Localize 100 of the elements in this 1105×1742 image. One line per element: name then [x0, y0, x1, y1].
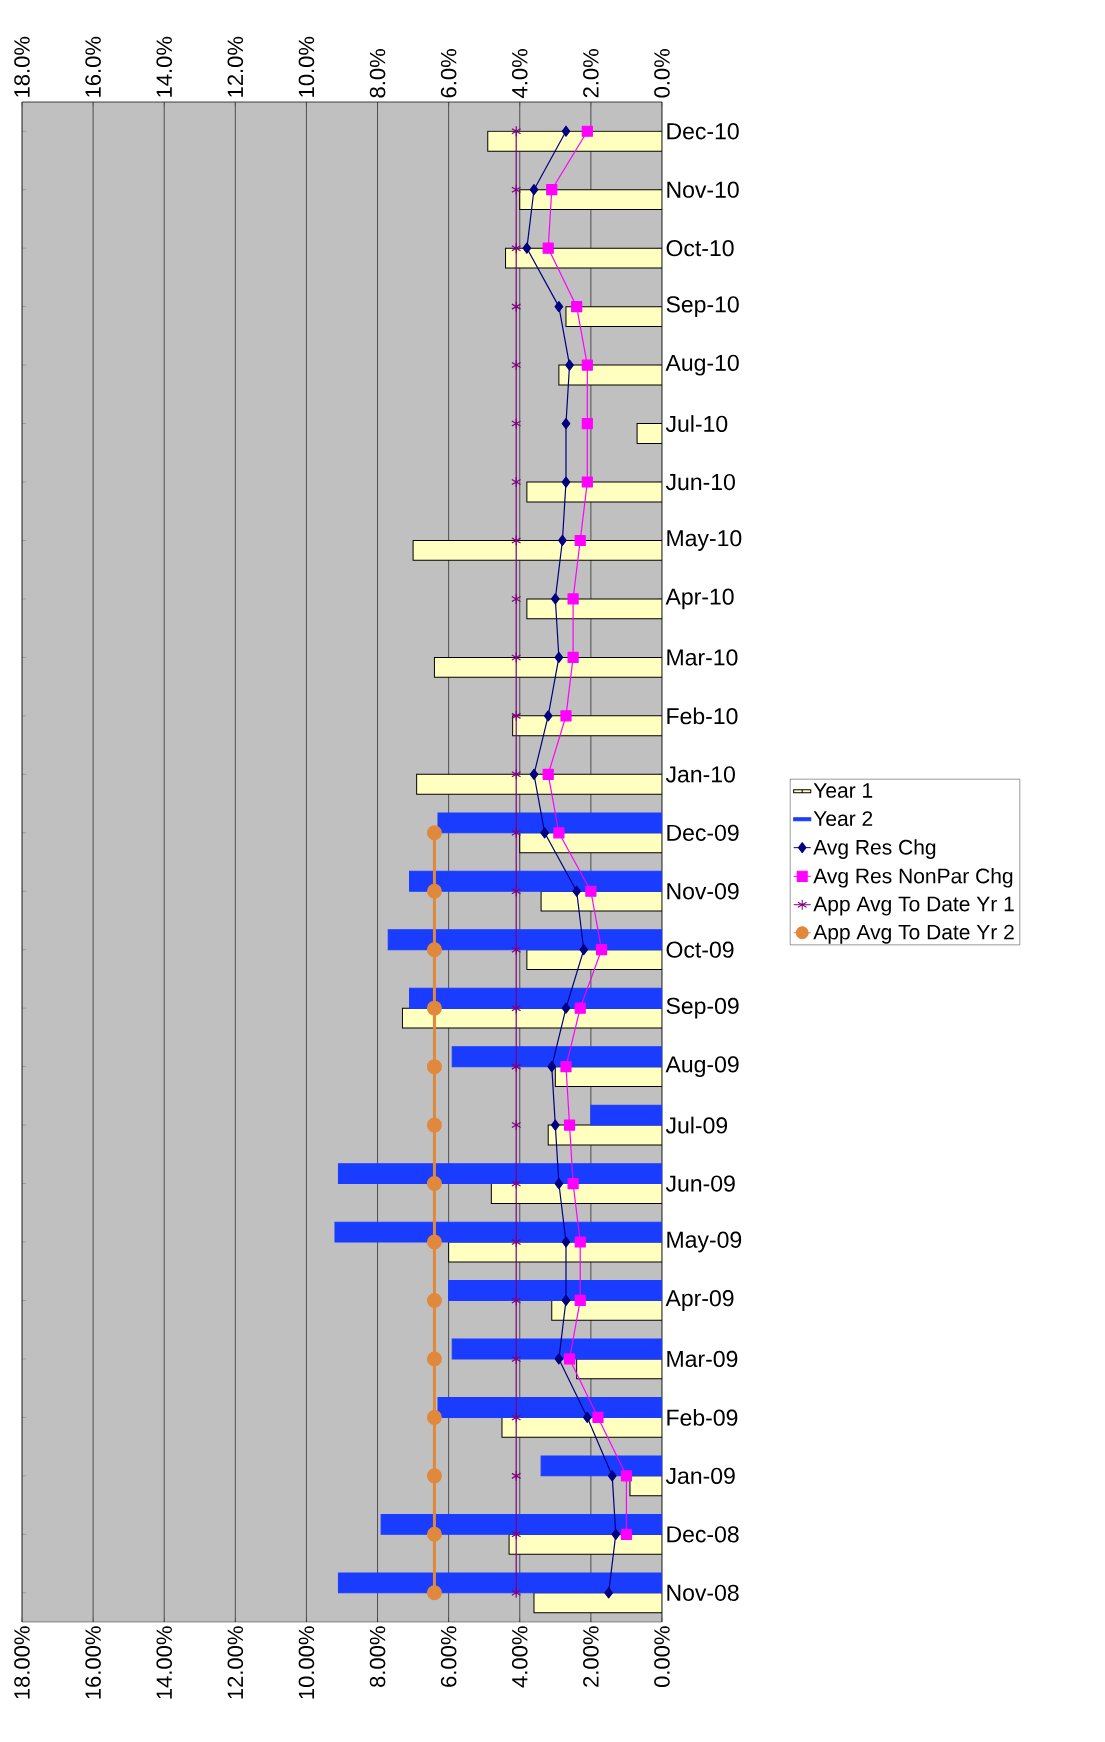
legend-label: App Avg To Date Yr 2 — [813, 924, 1014, 944]
y-tick-label: May-10 — [667, 530, 742, 551]
y-tick-label: Nov-10 — [667, 181, 739, 198]
point — [426, 1351, 442, 1367]
x-tick-label: 14.00% — [156, 1626, 173, 1699]
x2-tick-label: 12.0% — [227, 36, 244, 97]
x-tick-label: 2.00% — [583, 1626, 599, 1687]
point — [620, 1528, 633, 1540]
point — [543, 710, 553, 722]
x-tick-label: 6.00% — [440, 1626, 457, 1687]
point — [574, 1002, 586, 1014]
point — [620, 1470, 633, 1482]
point — [426, 1000, 442, 1016]
point — [540, 827, 550, 839]
point — [561, 1294, 571, 1307]
point — [563, 1353, 576, 1365]
x2-tick-label: 0.0% — [654, 49, 670, 98]
point — [581, 476, 593, 488]
point — [604, 1587, 614, 1599]
x-tick-label: 10.00% — [298, 1626, 315, 1699]
y-tick-label: Apr-09 — [665, 1290, 734, 1311]
x2-tick-label: 8.0% — [369, 49, 386, 98]
y-tick-label: Jan-10 — [665, 766, 735, 783]
point — [511, 184, 522, 196]
point — [511, 1119, 522, 1131]
point — [511, 534, 522, 547]
point — [574, 1236, 586, 1248]
point — [529, 184, 539, 196]
y-tick-label: Mar-09 — [667, 1350, 738, 1368]
y-tick-label: Jan-09 — [665, 1467, 735, 1484]
bar — [554, 1066, 662, 1088]
x2-tick-label: 6.0% — [440, 49, 457, 98]
y-tick-label: Jun-10 — [665, 473, 735, 491]
point — [560, 1061, 572, 1073]
y-tick-label: Jul-10 — [665, 415, 728, 432]
point — [426, 1526, 442, 1542]
point — [511, 301, 522, 313]
point — [426, 1292, 442, 1308]
point — [511, 885, 522, 897]
point — [511, 768, 522, 780]
point — [554, 1353, 564, 1365]
y-tick-label: Dec-09 — [667, 824, 739, 841]
y-tick-label: Oct-10 — [666, 240, 734, 257]
point — [426, 825, 442, 841]
y-tick-label: Feb-10 — [667, 707, 738, 725]
y-tick-label: Aug-09 — [665, 1056, 739, 1078]
point — [511, 593, 522, 605]
point — [511, 1177, 522, 1190]
point — [561, 417, 571, 430]
point — [511, 417, 522, 430]
point — [511, 476, 522, 488]
x-tick-label: 18.00% — [14, 1626, 30, 1699]
bar — [519, 189, 662, 211]
point — [561, 125, 571, 137]
point — [511, 359, 522, 371]
point — [579, 944, 589, 956]
point — [546, 184, 558, 196]
point — [426, 942, 442, 958]
bar — [533, 1592, 662, 1614]
x-tick-label: 12.00% — [227, 1626, 244, 1699]
y-tick-label: May-09 — [667, 1231, 742, 1253]
legend-label: Avg Res Chg — [813, 839, 936, 859]
y-tick-label: Dec-08 — [667, 1526, 739, 1543]
point — [571, 301, 583, 313]
point — [567, 1177, 579, 1190]
point — [554, 651, 564, 663]
bar — [433, 656, 662, 678]
y-tick-label: Oct-09 — [666, 941, 734, 958]
bar — [565, 306, 662, 328]
bar — [526, 949, 662, 971]
point — [582, 1411, 592, 1423]
point — [522, 242, 532, 254]
x2-tick-label: 14.0% — [156, 36, 173, 97]
y-tick-label: Sep-09 — [666, 997, 739, 1019]
point — [511, 827, 522, 839]
point — [426, 1176, 442, 1192]
y-tick-label: Jun-09 — [665, 1175, 735, 1192]
x2-tick-label: 4.0% — [511, 49, 528, 98]
point — [426, 1059, 442, 1075]
point — [542, 242, 554, 254]
point — [511, 1470, 522, 1482]
bar — [412, 539, 662, 561]
point — [511, 1061, 522, 1073]
legend-label: Year 1 — [813, 783, 873, 798]
point — [511, 651, 522, 663]
point — [511, 1587, 522, 1599]
point — [511, 944, 522, 956]
point — [511, 125, 522, 137]
point — [511, 1294, 522, 1307]
x2-tick-label: 18.0% — [14, 36, 30, 97]
point — [595, 944, 608, 956]
point — [547, 1061, 557, 1073]
bar — [519, 832, 662, 854]
legend-label: App Avg To Date Yr 1 — [813, 896, 1014, 916]
y-tick-label: Mar-10 — [667, 649, 738, 666]
x2-tick-label: 2.0% — [583, 49, 599, 98]
point — [592, 1411, 604, 1423]
point — [550, 593, 560, 605]
point — [581, 359, 593, 371]
point — [426, 883, 442, 899]
